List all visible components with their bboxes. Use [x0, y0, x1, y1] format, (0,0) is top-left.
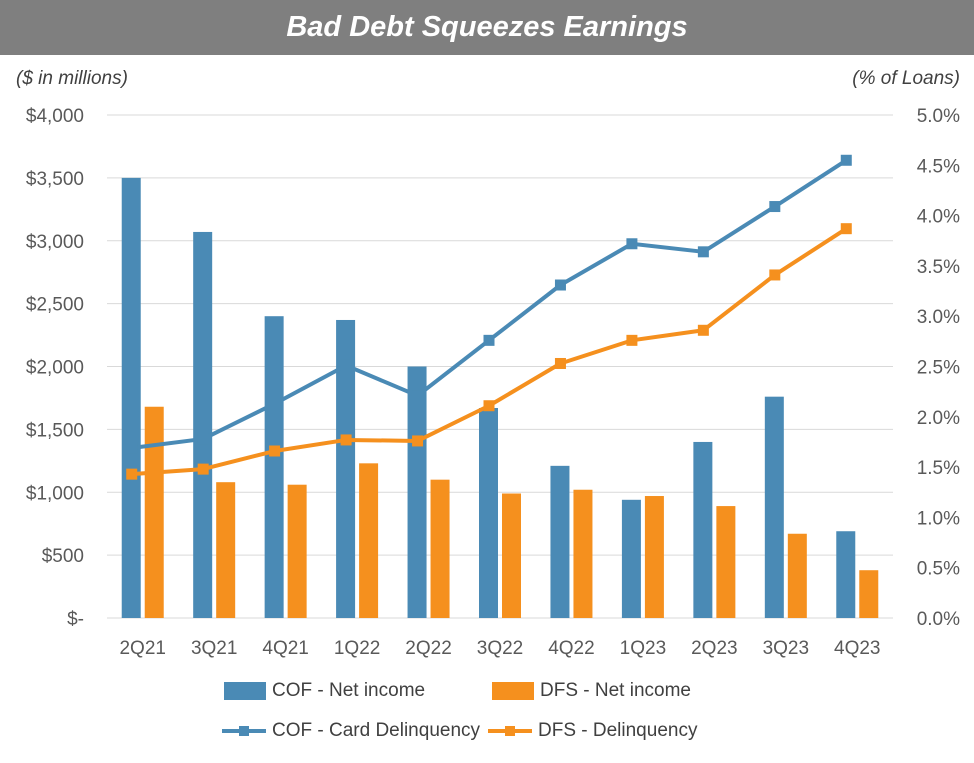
y-left-tick-label: $3,500	[26, 169, 84, 190]
bar-cof-net-income	[336, 319, 356, 618]
bar-cof-net-income	[121, 177, 141, 618]
marker-dfs-delinquency	[626, 334, 638, 346]
y-right-tick-label: 2.0%	[917, 408, 960, 429]
x-tick-label: 4Q22	[548, 638, 594, 659]
x-tick-label: 1Q23	[620, 638, 666, 659]
marker-cof-card-delinquency	[554, 279, 566, 291]
marker-cof-card-delinquency	[269, 398, 281, 410]
bar-cof-net-income	[693, 441, 713, 618]
marker-dfs-delinquency	[197, 463, 209, 475]
marker-cof-card-delinquency	[483, 334, 495, 346]
bar-dfs-net-income	[430, 479, 450, 618]
marker-cof-card-delinquency	[126, 442, 138, 454]
marker-cof-card-delinquency	[626, 238, 638, 250]
bar-cof-net-income	[550, 465, 570, 618]
chart-title: Bad Debt Squeezes Earnings	[286, 11, 688, 43]
marker-cof-card-delinquency	[697, 246, 709, 258]
bar-dfs-net-income	[144, 406, 164, 618]
legend-swatch-dfs-net-income	[492, 682, 534, 700]
legend-label-dfs-delinquency: DFS - Delinquency	[538, 720, 698, 741]
bar-cof-net-income	[764, 396, 784, 618]
y-right-tick-label: 3.0%	[917, 307, 960, 328]
legend-label-dfs-net-income: DFS - Net income	[540, 680, 691, 701]
bar-dfs-net-income	[573, 489, 593, 618]
y-right-tick-label: 2.5%	[917, 358, 960, 379]
y-right-tick-label: 0.0%	[917, 609, 960, 630]
chart-plot-area: $- $500 $1,000 $1,500 $2,000 $2,500 $3,000 $3,5…	[26, 106, 960, 659]
marker-dfs-delinquency	[412, 435, 424, 447]
x-tick-label: 2Q21	[119, 638, 165, 659]
x-tick-label: 4Q21	[262, 638, 308, 659]
bar-dfs-net-income	[859, 570, 879, 618]
y-left-tick-label: $2,500	[26, 295, 84, 316]
y-right-tick-label: 4.5%	[917, 156, 960, 177]
y-right-tick-label: 0.5%	[917, 559, 960, 580]
x-tick-label: 3Q23	[763, 638, 809, 659]
legend-label-cof-card-delinquency: COF - Card Delinquency	[272, 720, 481, 741]
y-right-tick-label: 1.5%	[917, 458, 960, 479]
y-left-tick-label: $3,000	[26, 232, 84, 253]
bar-dfs-net-income	[216, 482, 236, 618]
bar-cof-net-income	[479, 407, 498, 618]
marker-dfs-delinquency	[126, 468, 138, 480]
marker-cof-card-delinquency	[197, 433, 209, 445]
legend-item-cof-card-delinquency: COF - Card Delinquency	[222, 720, 480, 742]
marker-cof-card-delinquency	[412, 390, 424, 402]
x-tick-label: 4Q23	[834, 638, 880, 659]
x-tick-label: 3Q21	[191, 638, 237, 659]
marker-dfs-delinquency	[697, 324, 709, 336]
bar-dfs-net-income	[644, 496, 664, 618]
bar-dfs-net-income	[716, 506, 736, 618]
bar-cof-net-income	[407, 366, 427, 618]
marker-cof-card-delinquency	[769, 201, 781, 213]
bar-dfs-net-income	[502, 493, 521, 618]
y-left-tick-label: $4,000	[26, 106, 84, 127]
legend-swatch-cof-net-income	[224, 682, 266, 700]
bar-cof-net-income	[836, 531, 856, 618]
marker-dfs-delinquency	[483, 400, 495, 412]
marker-cof-card-delinquency	[840, 154, 852, 166]
legend-line-dfs-delinquency	[488, 722, 532, 740]
y-right-tick-label: 3.5%	[917, 257, 960, 278]
right-axis-unit-label: (% of Loans)	[852, 68, 960, 89]
legend-item-dfs-net-income: DFS - Net income	[492, 680, 691, 702]
y-right-tick-label: 1.0%	[917, 508, 960, 529]
bar-dfs-net-income	[287, 484, 307, 618]
legend-line-cof-card-delinquency	[222, 722, 266, 740]
y-left-tick-label: $2,000	[26, 358, 84, 379]
bar-dfs-net-income	[359, 463, 379, 618]
legend-item-cof-net-income: COF - Net income	[224, 680, 425, 702]
y-right-tick-label: 4.0%	[917, 207, 960, 228]
marker-dfs-delinquency	[840, 223, 852, 235]
x-tick-label: 2Q22	[405, 638, 451, 659]
x-tick-label: 3Q22	[477, 638, 523, 659]
left-axis-unit-label: ($ in millions)	[16, 68, 128, 89]
marker-cof-card-delinquency	[340, 359, 352, 371]
marker-dfs-delinquency	[269, 445, 281, 457]
chart-legend: COF - Net income DFS - Net income COF - …	[220, 678, 740, 758]
marker-dfs-delinquency	[340, 434, 352, 446]
chart-title-bar: Bad Debt Squeezes Earnings	[0, 0, 974, 55]
bar-dfs-net-income	[787, 533, 807, 618]
bar-cof-net-income	[621, 499, 641, 618]
x-tick-label: 1Q22	[334, 638, 380, 659]
bar-cof-net-income	[193, 231, 213, 618]
legend-item-dfs-delinquency: DFS - Delinquency	[488, 720, 697, 742]
y-left-tick-label: $-	[67, 609, 84, 630]
marker-dfs-delinquency	[769, 269, 781, 281]
y-left-tick-label: $1,000	[26, 483, 84, 504]
bar-cof-net-income	[264, 316, 284, 618]
y-left-tick-label: $1,500	[26, 420, 84, 441]
marker-dfs-delinquency	[554, 357, 566, 369]
y-right-tick-label: 5.0%	[917, 106, 960, 127]
x-tick-label: 2Q23	[691, 638, 737, 659]
legend-label-cof-net-income: COF - Net income	[272, 680, 426, 701]
y-left-tick-label: $500	[42, 546, 84, 567]
